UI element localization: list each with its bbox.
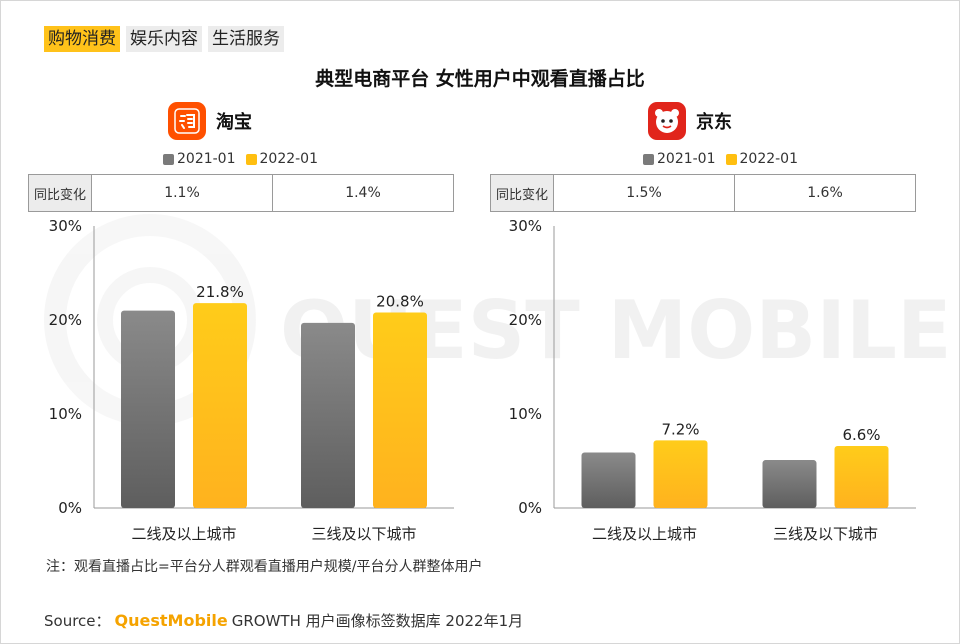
source-prefix: Source： xyxy=(44,612,111,630)
jd-yoy-table: 同比变化 1.5% 1.6% xyxy=(490,174,916,212)
x-category-label: 三线及以下城市 xyxy=(311,525,416,543)
y-tick-label: 20% xyxy=(509,311,542,329)
yoy-row: 同比变化 1.1% 1.4% xyxy=(28,174,454,212)
source-rest: GROWTH 用户画像标签数据库 2022年1月 xyxy=(231,612,524,630)
legend-swatch-2022 xyxy=(245,153,257,165)
legend-item-2021: 2021-01 xyxy=(643,151,716,167)
bar-2022 xyxy=(653,440,708,508)
yoy-row-label: 同比变化 xyxy=(490,174,554,212)
bar-2021 xyxy=(581,452,636,508)
footnote: 注：观看直播占比=平台分人群观看直播用户规模/平台分人群整体用户 xyxy=(46,559,483,575)
bar-2022 xyxy=(193,303,247,508)
bar-2021 xyxy=(762,460,817,508)
category-tabs: 购物消费 娱乐内容 生活服务 xyxy=(44,26,284,52)
page-title: 典型电商平台 女性用户中观看直播占比 xyxy=(315,68,645,90)
legend-item-2022: 2022-01 xyxy=(725,151,799,167)
tab-shopping[interactable]: 购物消费 xyxy=(44,26,120,52)
yoy-cell-tier1: 1.5% xyxy=(553,174,735,212)
y-tick-label: 30% xyxy=(49,217,82,235)
source-brand: QuestMobile xyxy=(114,611,228,630)
legend-label-2021: 2021-01 xyxy=(657,151,716,167)
jd-brand: 京东 xyxy=(648,102,732,140)
yoy-cell-tier3: 1.6% xyxy=(734,174,916,212)
yoy-row: 同比变化 1.5% 1.6% xyxy=(490,174,916,212)
taobao-name: 淘宝 xyxy=(216,112,252,133)
jd-name: 京东 xyxy=(696,112,732,133)
taobao-yoy-table: 同比变化 1.1% 1.4% xyxy=(28,174,454,212)
jd-legend: 2021-01 2022-01 xyxy=(643,151,798,167)
tab-entertainment[interactable]: 娱乐内容 xyxy=(126,26,202,52)
yoy-row-label: 同比变化 xyxy=(28,174,92,212)
taobao-legend: 2021-01 2022-01 xyxy=(163,151,318,167)
x-category-label: 三线及以下城市 xyxy=(773,525,878,543)
legend-item-2022: 2022-01 xyxy=(245,151,319,167)
taobao-brand: 淘宝 xyxy=(168,102,252,140)
legend-label-2022: 2022-01 xyxy=(739,151,799,167)
legend-label-2022: 2022-01 xyxy=(259,151,319,167)
y-tick-label: 10% xyxy=(49,405,82,423)
x-category-label: 二线及以上城市 xyxy=(592,525,697,543)
legend-swatch-2022 xyxy=(725,153,737,165)
bar-data-label: 20.8% xyxy=(376,292,424,310)
y-tick-label: 0% xyxy=(518,499,542,517)
legend-item-2021: 2021-01 xyxy=(163,151,236,167)
yoy-cell-tier1: 1.1% xyxy=(91,174,273,212)
bar-2021 xyxy=(121,310,175,508)
source-line: Source： QuestMobile GROWTH 用户画像标签数据库 202… xyxy=(44,610,523,631)
bar-2022 xyxy=(373,312,427,508)
legend-swatch-2021 xyxy=(163,153,174,165)
bar-data-label: 21.8% xyxy=(196,283,244,301)
bar-2021 xyxy=(301,322,355,508)
yoy-cell-tier3: 1.4% xyxy=(272,174,454,212)
y-tick-label: 20% xyxy=(49,311,82,329)
bar-data-label: 6.6% xyxy=(842,426,880,444)
legend-swatch-2021 xyxy=(643,153,654,165)
y-tick-label: 10% xyxy=(509,405,542,423)
legend-label-2021: 2021-01 xyxy=(177,151,236,167)
jd-logo-icon xyxy=(648,102,686,140)
bar-2022 xyxy=(834,445,889,508)
y-tick-label: 0% xyxy=(58,499,82,517)
tab-life-services[interactable]: 生活服务 xyxy=(208,26,284,52)
taobao-logo-icon xyxy=(168,102,206,140)
y-tick-label: 30% xyxy=(509,217,542,235)
x-category-label: 二线及以上城市 xyxy=(131,525,236,543)
bar-data-label: 7.2% xyxy=(661,420,699,438)
